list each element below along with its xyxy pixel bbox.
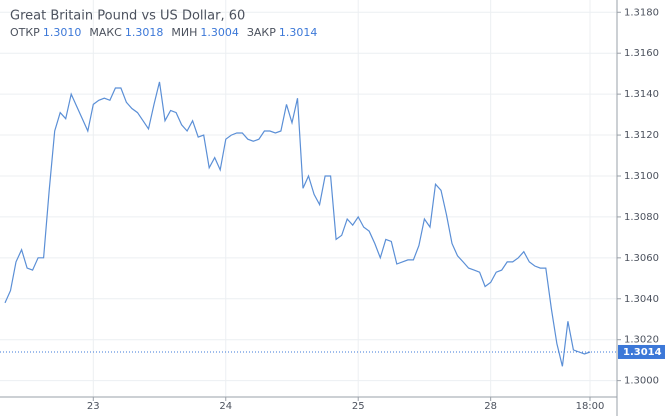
ohlc-value: 1.3010 — [43, 26, 82, 39]
y-tick-label: 1.3140 — [624, 89, 659, 100]
ohlc-name: ОТКР — [10, 26, 40, 39]
last-price-tag — [618, 344, 665, 359]
y-tick-label: 1.3020 — [624, 335, 659, 346]
ohlc-name: МИН — [171, 26, 197, 39]
x-tick-label: 23 — [87, 401, 100, 412]
x-tick-label: 18:00 — [576, 401, 605, 412]
y-tick-label: 1.3100 — [624, 171, 659, 182]
last-price-label: 1.3014 — [623, 347, 662, 358]
ohlc-value: 1.3004 — [200, 26, 239, 39]
y-tick-label: 1.3040 — [624, 294, 659, 305]
ohlc-name: ЗАКР — [247, 26, 276, 39]
price-line — [4, 81, 591, 367]
ohlc-value: 1.3014 — [279, 26, 318, 39]
y-tick-label: 1.3160 — [624, 48, 659, 59]
x-tick-label: 28 — [484, 401, 497, 412]
y-tick-label: 1.3080 — [624, 212, 659, 223]
x-tick-label: 24 — [219, 401, 232, 412]
y-tick-label: 1.3180 — [624, 7, 659, 18]
y-tick-label: 1.3060 — [624, 253, 659, 264]
chart-title: Great Britain Pound vs US Dollar, 60 — [10, 9, 245, 24]
ohlc-value: 1.3018 — [125, 26, 164, 39]
y-tick-label: 1.3000 — [624, 376, 659, 387]
y-tick-label: 1.3120 — [624, 130, 659, 141]
ohlc-name: МАКС — [89, 26, 122, 39]
x-tick-label: 25 — [352, 401, 365, 412]
